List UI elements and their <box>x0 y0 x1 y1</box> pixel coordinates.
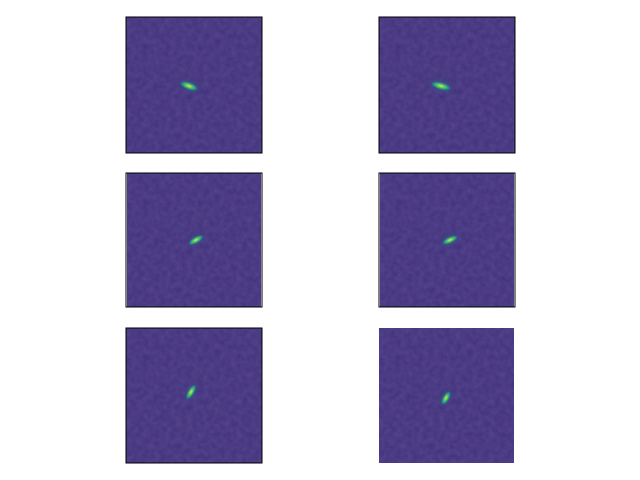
image-panel <box>125 327 263 464</box>
image-panel <box>378 172 516 308</box>
image-panel <box>379 328 514 463</box>
image-panel <box>125 172 263 308</box>
image-panel <box>378 16 516 154</box>
image-panel <box>125 16 263 154</box>
